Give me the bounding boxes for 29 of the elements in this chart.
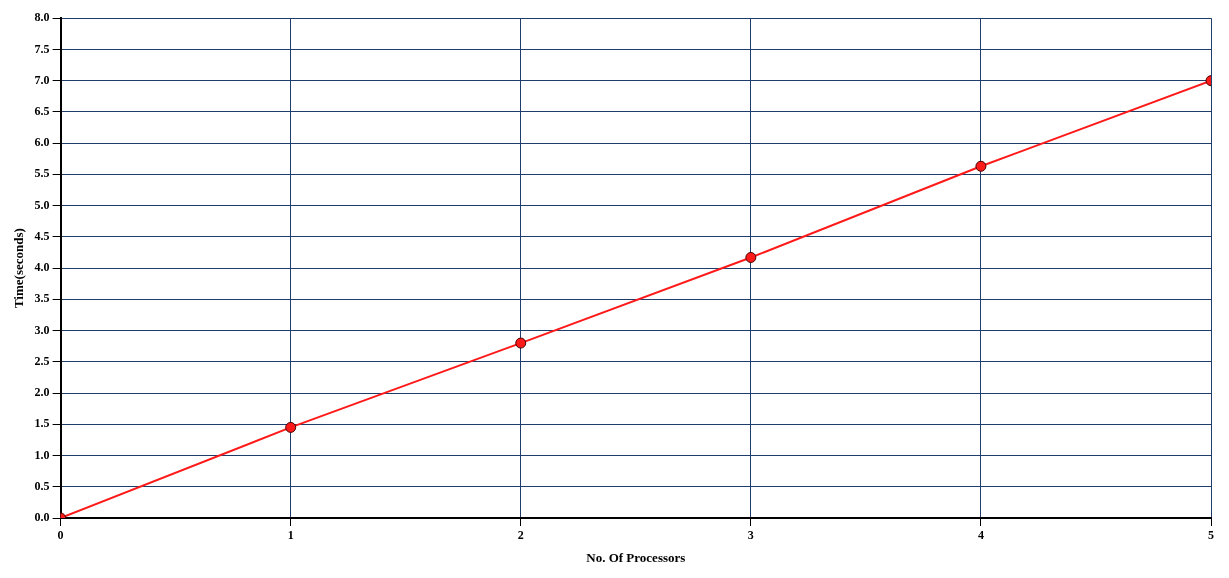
y-tick-label: 4.0 xyxy=(34,260,50,275)
y-tick-label: 5.5 xyxy=(34,166,50,181)
x-axis-title: No. Of Processors xyxy=(586,549,686,565)
y-tick-label: 2.5 xyxy=(34,353,50,368)
y-tick-label: 5.0 xyxy=(34,197,50,212)
y-tick-label: 3.5 xyxy=(34,291,50,306)
x-tick-label: 5 xyxy=(1208,528,1214,543)
y-tick-label: 7.0 xyxy=(34,72,50,87)
y-axis-title: Time(seconds) xyxy=(11,228,27,309)
y-tick-label: 0.5 xyxy=(34,478,50,493)
point xyxy=(975,160,987,172)
point xyxy=(515,337,527,349)
y-tick-label: 6.5 xyxy=(34,104,50,119)
x-tick-label: 0 xyxy=(57,528,64,543)
y-tick-label: 2.0 xyxy=(34,385,50,400)
x-tick-label: 1 xyxy=(287,528,294,543)
y-tick-label: 4.5 xyxy=(34,228,50,243)
y-tick-label: 8.0 xyxy=(34,10,50,25)
y-tick-label: 6.0 xyxy=(34,135,50,150)
point xyxy=(745,251,757,263)
y-tick-label: 0.0 xyxy=(34,510,50,525)
y-tick-label: 7.5 xyxy=(34,41,50,56)
point xyxy=(285,421,297,433)
x-tick-label: 3 xyxy=(747,528,754,543)
y-tick-label: 1.0 xyxy=(34,447,50,462)
x-tick-label: 2 xyxy=(517,528,524,543)
y-tick-label: 3.0 xyxy=(34,322,50,337)
y-tick-label: 1.5 xyxy=(34,416,50,431)
x-tick-label: 4 xyxy=(977,528,984,543)
